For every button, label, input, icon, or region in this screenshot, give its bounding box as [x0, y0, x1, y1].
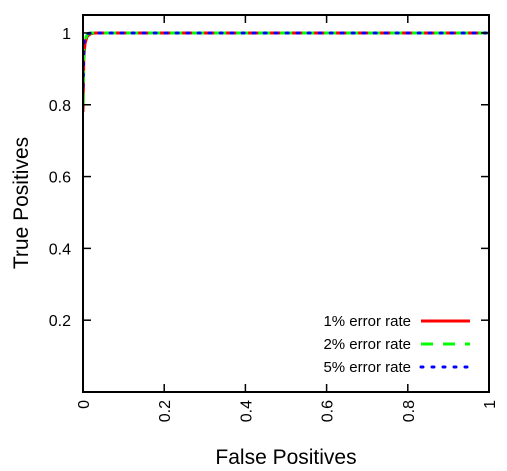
y-axis-title: True Positives — [10, 137, 33, 269]
x-tick-label: 0.8 — [401, 400, 418, 422]
legend-label: 1% error rate — [323, 313, 411, 330]
y-tick-label: 0.2 — [49, 313, 71, 330]
y-tick-label: 0.4 — [49, 241, 71, 258]
series-line-2 — [83, 31, 489, 105]
x-axis-title: False Positives — [215, 446, 356, 469]
x-tick-label: 1 — [482, 400, 499, 409]
y-tick-label: 0.6 — [49, 170, 71, 187]
x-tick-label: 0.6 — [320, 400, 337, 422]
ticks-layer: 0 0.2 0.4 0.6 0.8 1 0.2 0.4 0.6 0.8 1 — [49, 15, 499, 422]
y-tick-label: 0.8 — [49, 98, 71, 115]
legend-label: 5% error rate — [323, 359, 411, 376]
series-line-3 — [83, 31, 489, 89]
plot-frame — [82, 14, 490, 393]
legend-label: 2% error rate — [323, 336, 411, 353]
x-tick-label: 0 — [76, 400, 93, 409]
legend: 1% error rate 2% error rate 5% error rate — [323, 313, 472, 376]
x-tick-label: 0.2 — [157, 400, 174, 422]
series-layer — [83, 31, 489, 112]
y-tick-label: 1 — [62, 26, 71, 43]
series-line-1 — [83, 31, 489, 112]
x-tick-label: 0.4 — [238, 400, 255, 422]
